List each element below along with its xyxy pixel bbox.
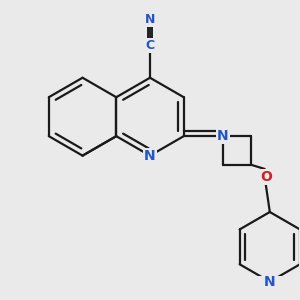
- Text: N: N: [144, 148, 156, 163]
- Text: N: N: [145, 13, 155, 26]
- Text: O: O: [260, 170, 272, 184]
- Text: N: N: [217, 129, 229, 143]
- Text: N: N: [264, 275, 276, 289]
- Text: C: C: [146, 40, 154, 52]
